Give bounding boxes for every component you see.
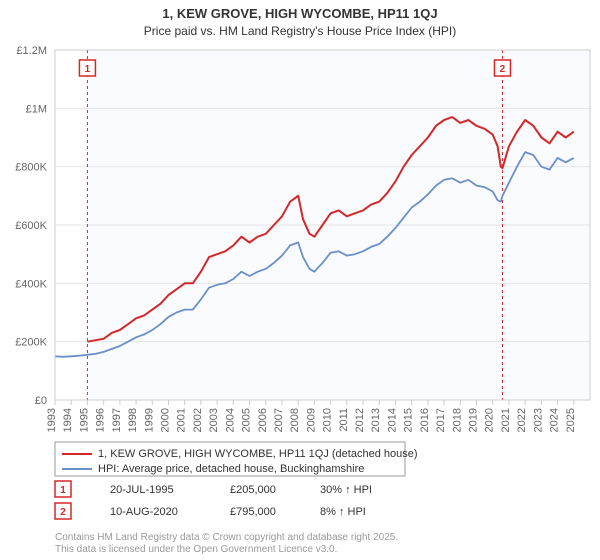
xtick-label: 2012 <box>354 408 366 432</box>
xtick-label: 2025 <box>565 408 577 432</box>
ytick-label: £200K <box>15 337 47 349</box>
ytick-label: £600K <box>15 220 47 232</box>
legend-label: HPI: Average price, detached house, Buck… <box>98 463 364 475</box>
txn-marker-id: 1 <box>60 485 66 496</box>
xtick-label: 2016 <box>419 408 431 432</box>
ytick-label: £1.2M <box>16 45 47 57</box>
xtick-label: 1993 <box>46 408 58 432</box>
txn-delta: 8% ↑ HPI <box>320 506 366 518</box>
xtick-label: 2010 <box>322 408 334 432</box>
marker-label: 2 <box>500 64 506 75</box>
chart-title: 1, KEW GROVE, HIGH WYCOMBE, HP11 1QJ <box>162 6 437 21</box>
xtick-label: 2004 <box>224 408 236 432</box>
xtick-label: 2021 <box>500 408 512 432</box>
xtick-label: 1994 <box>62 408 74 432</box>
xtick-label: 1999 <box>143 408 155 432</box>
txn-delta: 30% ↑ HPI <box>320 484 372 496</box>
xtick-label: 1995 <box>78 408 90 432</box>
ytick-label: £400K <box>15 278 47 290</box>
txn-date: 20-JUL-1995 <box>110 484 174 496</box>
ytick-label: £800K <box>15 162 47 174</box>
xtick-label: 2013 <box>370 408 382 432</box>
ytick-label: £0 <box>35 395 47 407</box>
xtick-label: 2006 <box>257 408 269 432</box>
xtick-label: 2024 <box>549 408 561 432</box>
xtick-label: 2022 <box>516 408 528 432</box>
txn-price: £795,000 <box>230 506 276 518</box>
xtick-label: 2005 <box>241 408 253 432</box>
footer-line1: Contains HM Land Registry data © Crown c… <box>55 532 398 543</box>
xtick-label: 2000 <box>159 408 171 432</box>
marker-label: 1 <box>85 64 91 75</box>
ytick-label: £1M <box>26 103 47 115</box>
xtick-label: 1996 <box>95 408 107 432</box>
xtick-label: 2015 <box>403 408 415 432</box>
xtick-label: 1997 <box>111 408 123 432</box>
xtick-label: 2023 <box>532 408 544 432</box>
xtick-label: 2007 <box>273 408 285 432</box>
xtick-label: 2009 <box>305 408 317 432</box>
xtick-label: 2008 <box>289 408 301 432</box>
xtick-label: 2014 <box>386 408 398 432</box>
xtick-label: 2003 <box>208 408 220 432</box>
txn-date: 10-AUG-2020 <box>110 506 178 518</box>
chart-subtitle: Price paid vs. HM Land Registry's House … <box>144 24 456 38</box>
xtick-label: 2020 <box>484 408 496 432</box>
xtick-label: 2018 <box>451 408 463 432</box>
xtick-label: 2002 <box>192 408 204 432</box>
xtick-label: 2011 <box>338 408 350 432</box>
xtick-label: 1998 <box>127 408 139 432</box>
txn-price: £205,000 <box>230 484 276 496</box>
footer-line2: This data is licensed under the Open Gov… <box>55 544 337 555</box>
xtick-label: 2017 <box>435 408 447 432</box>
xtick-label: 2019 <box>468 408 480 432</box>
txn-marker-id: 2 <box>60 507 66 518</box>
price-chart: 1, KEW GROVE, HIGH WYCOMBE, HP11 1QJ Pric… <box>0 0 600 560</box>
xtick-label: 2001 <box>176 408 188 432</box>
legend-label: 1, KEW GROVE, HIGH WYCOMBE, HP11 1QJ (de… <box>98 448 418 460</box>
